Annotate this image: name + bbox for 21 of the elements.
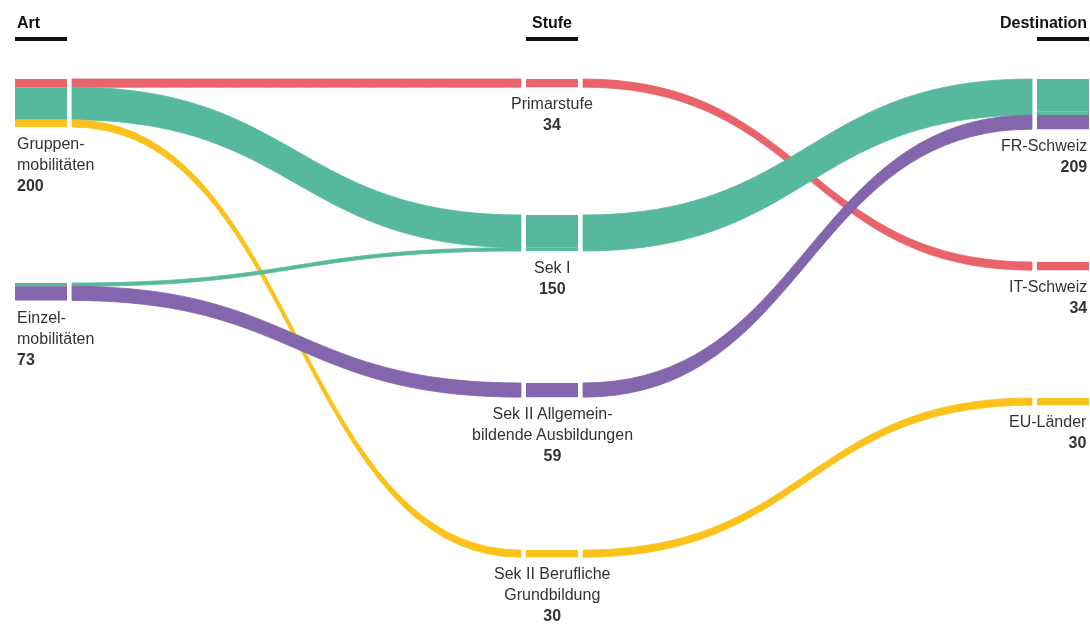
category-label: Primarstufe: [511, 95, 593, 112]
data-label: 59: [543, 446, 562, 464]
data-label: 73: [17, 350, 35, 368]
category-label: Sek II Allgemein- bildende Ausbildungen: [472, 405, 634, 443]
category-label: Sek I: [534, 259, 571, 276]
category-label: EU-Länder: [1009, 413, 1088, 430]
data-label: 200: [17, 176, 44, 194]
category-label: Einzel- mobilitäten: [17, 309, 95, 347]
category-label: Sek II Berufliche Grundbildung: [494, 565, 611, 603]
data-label: 34: [1069, 298, 1088, 316]
category-label: IT-Schweiz: [1009, 278, 1088, 295]
data-label: 209: [1060, 157, 1088, 175]
category-label: FR-Schweiz: [1001, 137, 1088, 154]
data-label: 150: [538, 279, 566, 297]
data-label: 30: [1068, 433, 1087, 451]
text: Destination: [1000, 14, 1088, 31]
text: Art: [17, 14, 41, 31]
category-label: Gruppen- mobilitäten: [17, 135, 95, 173]
data-label: 34: [543, 115, 561, 133]
text: Stufe: [532, 14, 573, 31]
data-label: 30: [543, 606, 562, 624]
